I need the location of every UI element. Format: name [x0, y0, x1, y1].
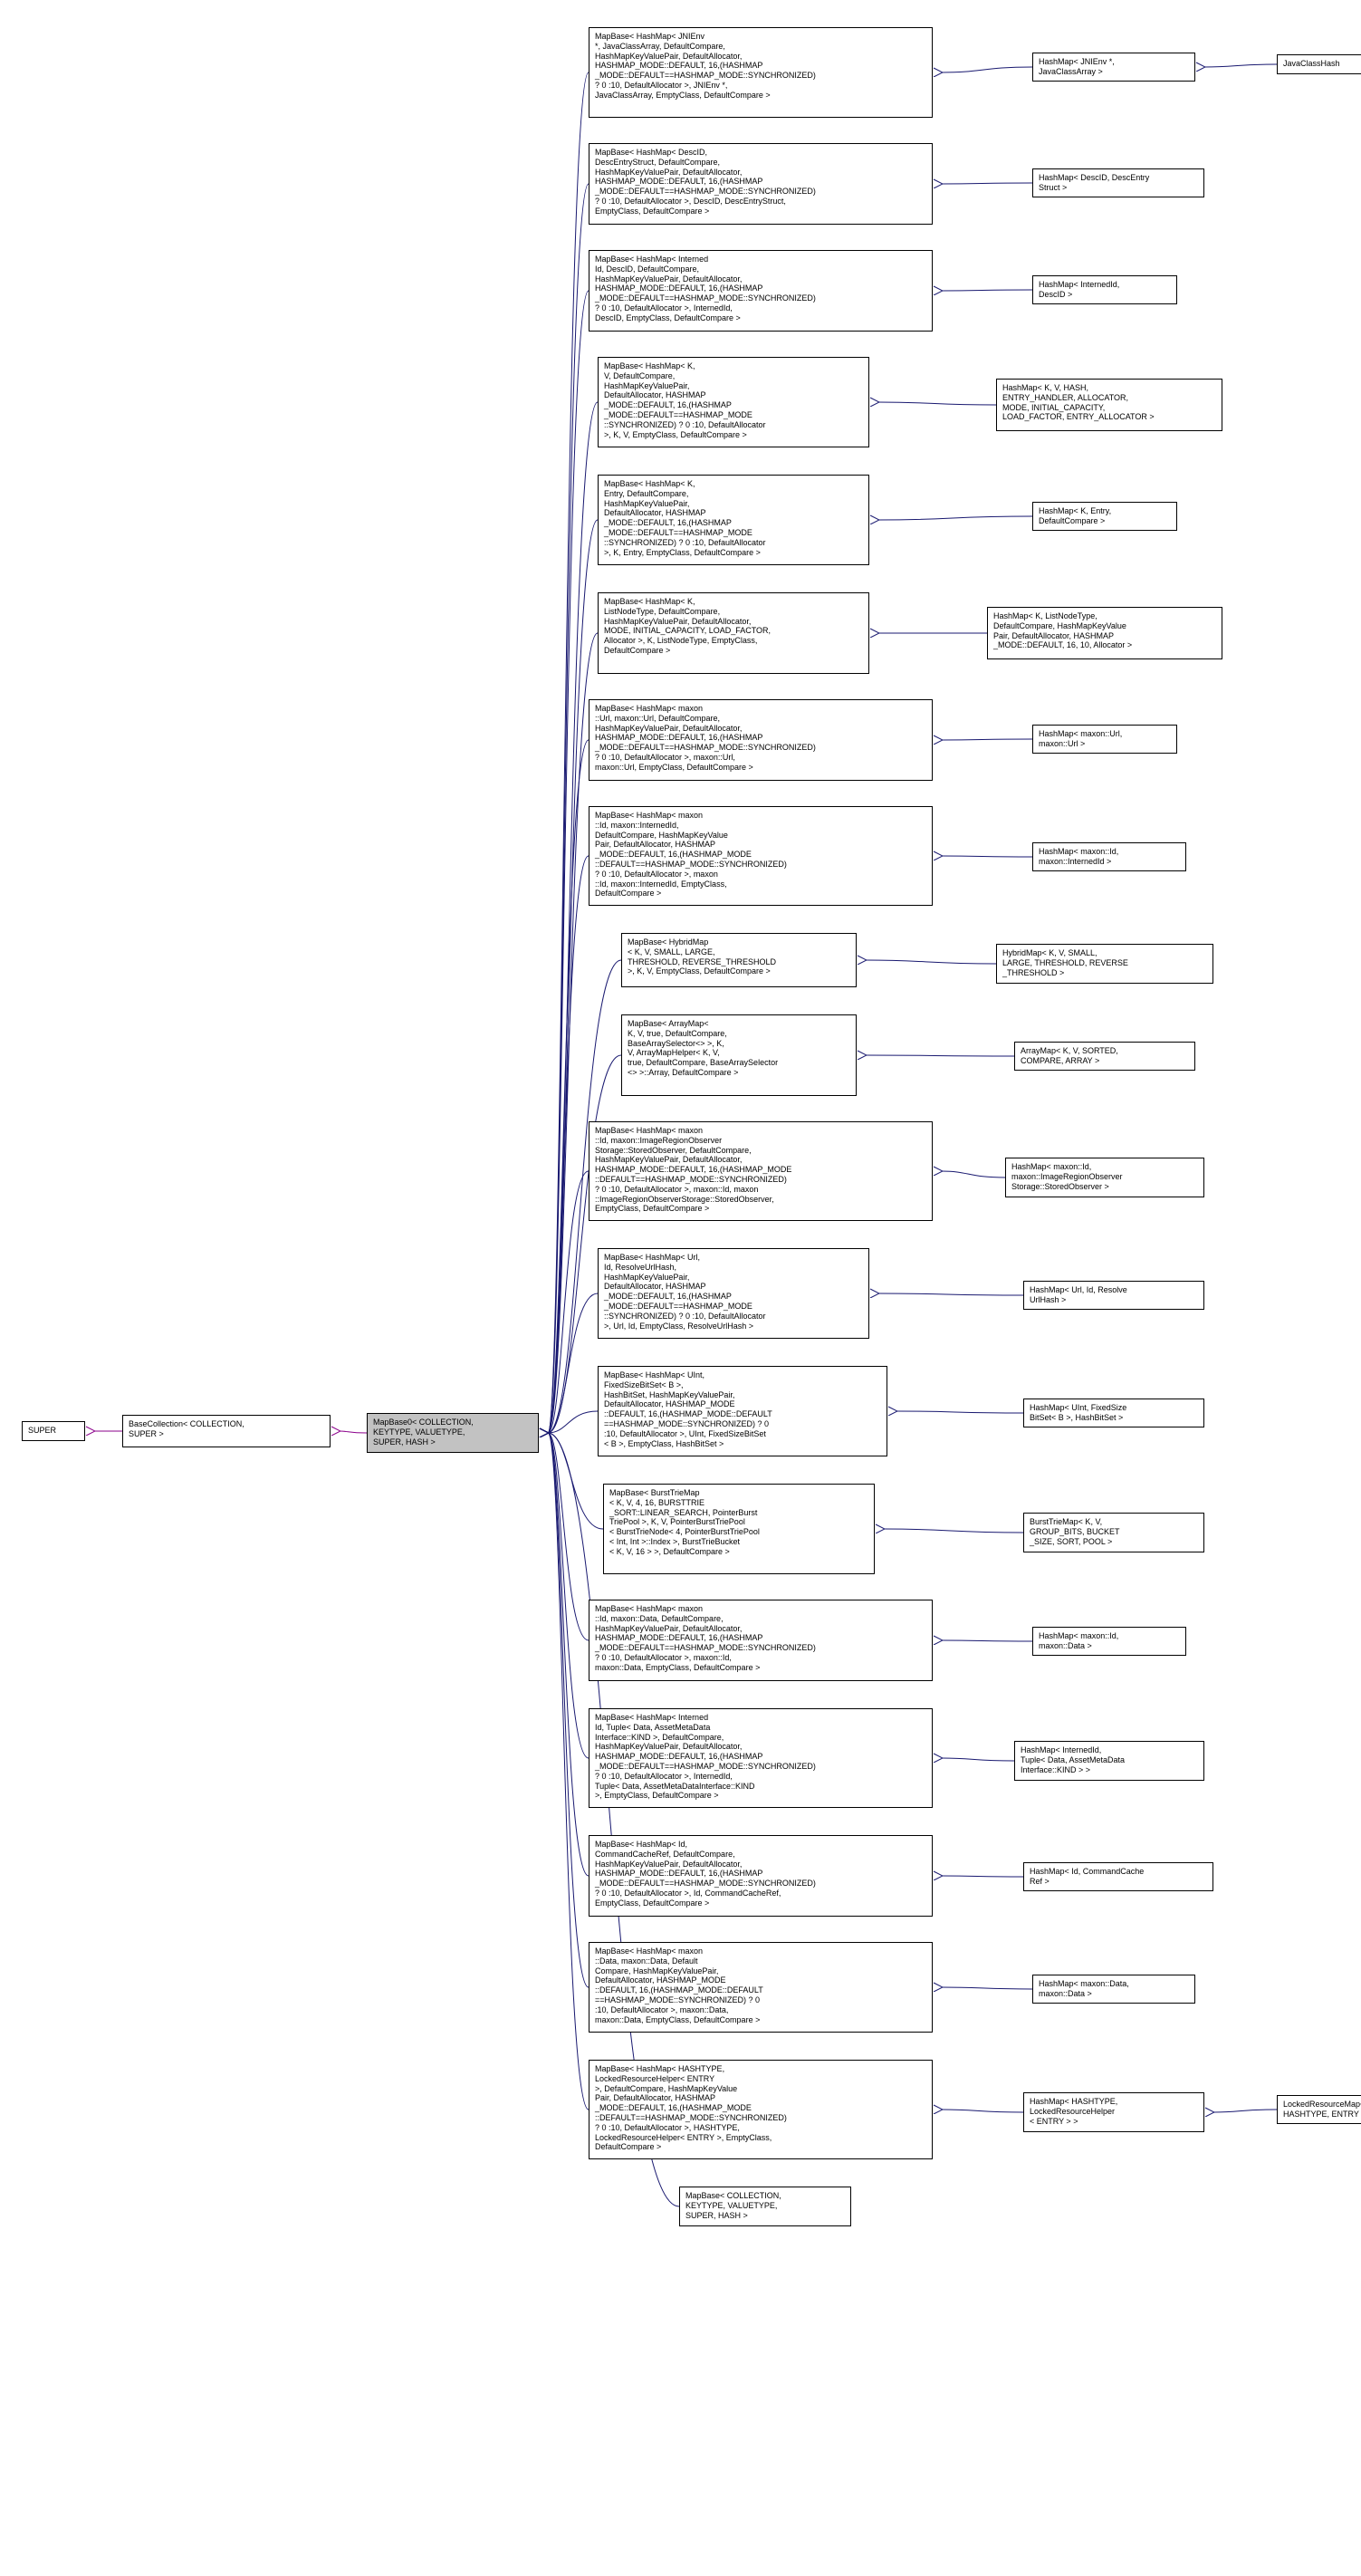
class-node-hm_klistnode[interactable]: HashMap< K, ListNodeType, DefaultCompare…	[987, 607, 1222, 659]
class-node-mb_hashtype[interactable]: MapBase< HashMap< HASHTYPE, LockedResour…	[589, 2060, 933, 2159]
class-node-mb_interned[interactable]: MapBase< HashMap< Interned Id, DescID, D…	[589, 250, 933, 332]
class-node-mb_uint[interactable]: MapBase< HashMap< UInt, FixedSizeBitSet<…	[598, 1366, 887, 1456]
class-node-hm_interned[interactable]: HashMap< InternedId, DescID >	[1032, 275, 1177, 304]
class-node-hm_storedobs[interactable]: HashMap< maxon::Id, maxon::ImageRegionOb…	[1005, 1158, 1204, 1197]
edge	[942, 2110, 1023, 2112]
class-node-mb_maxonid[interactable]: MapBase< HashMap< maxon ::Id, maxon::Int…	[589, 806, 933, 906]
edge	[1213, 2110, 1277, 2112]
class-node-hm_uint[interactable]: HashMap< UInt, FixedSize BitSet< B >, Ha…	[1023, 1399, 1204, 1427]
edge	[340, 1431, 367, 1433]
edge	[548, 1433, 603, 1529]
edge	[548, 402, 598, 1433]
class-node-mb_storedobs[interactable]: MapBase< HashMap< maxon ::Id, maxon::Ima…	[589, 1121, 933, 1221]
edge	[942, 290, 1032, 291]
class-node-mb_datadata[interactable]: MapBase< HashMap< maxon ::Data, maxon::D…	[589, 1942, 933, 2033]
edge	[548, 1411, 598, 1433]
class-node-hm_datadata[interactable]: HashMap< maxon::Data, maxon::Data >	[1032, 1975, 1195, 2004]
edge	[942, 1758, 1014, 1761]
class-node-mb_hybrid[interactable]: MapBase< HybridMap < K, V, SMALL, LARGE,…	[621, 933, 857, 987]
class-node-hm_hashtype[interactable]: HashMap< HASHTYPE, LockedResourceHelper …	[1023, 2092, 1204, 2132]
class-node-mb_maxondata[interactable]: MapBase< HashMap< maxon ::Id, maxon::Dat…	[589, 1600, 933, 1681]
class-node-super[interactable]: SUPER	[22, 1421, 85, 1441]
class-node-hm_descid[interactable]: HashMap< DescID, DescEntry Struct >	[1032, 168, 1204, 197]
class-node-hm_kentry[interactable]: HashMap< K, Entry, DefaultCompare >	[1032, 502, 1177, 531]
edge	[942, 183, 1032, 184]
edge	[548, 72, 589, 1433]
class-node-hm_maxondata[interactable]: HashMap< maxon::Id, maxon::Data >	[1032, 1627, 1186, 1656]
class-node-mb_kentry[interactable]: MapBase< HashMap< K, Entry, DefaultCompa…	[598, 475, 869, 565]
edge	[942, 1640, 1032, 1641]
class-node-mb_array[interactable]: MapBase< ArrayMap< K, V, true, DefaultCo…	[621, 1014, 857, 1096]
class-node-hm_maxonurl[interactable]: HashMap< maxon::Url, maxon::Url >	[1032, 725, 1177, 754]
class-node-mb_maxonurl[interactable]: MapBase< HashMap< maxon ::Url, maxon::Ur…	[589, 699, 933, 781]
edge	[548, 1433, 589, 1758]
inheritance-diagram: SUPER BaseCollection< COLLECTION, SUPER >…	[9, 9, 1361, 2567]
class-node-javaclasshash[interactable]: JavaClassHash	[1277, 54, 1361, 74]
edge	[548, 291, 589, 1433]
class-node-mb_jnienv[interactable]: MapBase< HashMap< JNIEnv *, JavaClassArr…	[589, 27, 933, 118]
edge	[942, 739, 1032, 740]
edge	[942, 67, 1032, 72]
edge	[548, 1433, 589, 1876]
edge	[866, 1055, 1014, 1056]
class-node-lockedresource[interactable]: LockedResourceMap< HASHTYPE, ENTRY >	[1277, 2095, 1361, 2124]
class-node-mb_internedtuple[interactable]: MapBase< HashMap< Interned Id, Tuple< Da…	[589, 1708, 933, 1808]
class-node-hm_urlid[interactable]: HashMap< Url, Id, Resolve UrlHash >	[1023, 1281, 1204, 1310]
edge	[1204, 64, 1277, 67]
class-node-mb_klistnode[interactable]: MapBase< HashMap< K, ListNodeType, Defau…	[598, 592, 869, 674]
class-node-mb_idcmdcache[interactable]: MapBase< HashMap< Id, CommandCacheRef, D…	[589, 1835, 933, 1917]
edge	[878, 1293, 1023, 1295]
class-node-hm_jnienv[interactable]: HashMap< JNIEnv *, JavaClassArray >	[1032, 53, 1195, 82]
edge	[878, 402, 996, 405]
edge	[942, 1876, 1023, 1877]
class-node-mb_urlid[interactable]: MapBase< HashMap< Url, Id, ResolveUrlHas…	[598, 1248, 869, 1339]
edge	[548, 1433, 589, 1987]
class-node-hybridmap[interactable]: HybridMap< K, V, SMALL, LARGE, THRESHOLD…	[996, 944, 1213, 984]
class-node-mapbase0[interactable]: MapBase0< COLLECTION, KEYTYPE, VALUETYPE…	[367, 1413, 539, 1453]
edge	[548, 740, 589, 1433]
class-node-hm_maxonid[interactable]: HashMap< maxon::Id, maxon::InternedId >	[1032, 842, 1186, 871]
edge	[548, 520, 598, 1433]
edge	[896, 1411, 1023, 1413]
edge	[548, 1293, 598, 1433]
edge	[942, 1171, 1005, 1177]
class-node-basecoll[interactable]: BaseCollection< COLLECTION, SUPER >	[122, 1415, 331, 1447]
edge	[548, 1433, 589, 2110]
class-node-mb_kv[interactable]: MapBase< HashMap< K, V, DefaultCompare, …	[598, 357, 869, 447]
class-node-bursttrie[interactable]: BurstTrieMap< K, V, GROUP_BITS, BUCKET _…	[1023, 1513, 1204, 1552]
edge	[548, 1171, 589, 1433]
class-node-hm_internedtuple[interactable]: HashMap< InternedId, Tuple< Data, AssetM…	[1014, 1741, 1204, 1781]
edge	[548, 1433, 589, 1640]
class-node-arraymap[interactable]: ArrayMap< K, V, SORTED, COMPARE, ARRAY >	[1014, 1042, 1195, 1071]
class-node-hm_idcmdcache[interactable]: HashMap< Id, CommandCache Ref >	[1023, 1862, 1213, 1891]
class-node-mb_descid[interactable]: MapBase< HashMap< DescID, DescEntryStruc…	[589, 143, 933, 225]
edge	[548, 856, 589, 1433]
edge	[548, 184, 589, 1433]
class-node-hm_kv[interactable]: HashMap< K, V, HASH, ENTRY_HANDLER, ALLO…	[996, 379, 1222, 431]
edge	[942, 1987, 1032, 1989]
edge	[878, 516, 1032, 520]
edge	[866, 960, 996, 964]
edge	[942, 856, 1032, 857]
class-node-mb_collection[interactable]: MapBase< COLLECTION, KEYTYPE, VALUETYPE,…	[679, 2187, 851, 2226]
edge	[884, 1529, 1023, 1533]
class-node-mb_bursttrie[interactable]: MapBase< BurstTrieMap < K, V, 4, 16, BUR…	[603, 1484, 875, 1574]
